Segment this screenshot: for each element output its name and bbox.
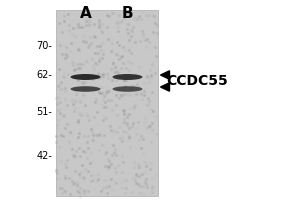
Text: 51-: 51- (37, 107, 52, 117)
Text: 62-: 62- (37, 70, 52, 80)
Text: 70-: 70- (37, 41, 52, 51)
Text: B: B (122, 6, 133, 21)
Ellipse shape (112, 86, 142, 92)
Polygon shape (160, 83, 169, 91)
Polygon shape (160, 71, 169, 79)
FancyBboxPatch shape (56, 10, 158, 196)
Ellipse shape (70, 86, 101, 92)
Ellipse shape (70, 74, 101, 80)
Text: 42-: 42- (37, 151, 52, 161)
Ellipse shape (112, 74, 142, 80)
Text: CCDC55: CCDC55 (167, 74, 228, 88)
Text: A: A (80, 6, 92, 21)
